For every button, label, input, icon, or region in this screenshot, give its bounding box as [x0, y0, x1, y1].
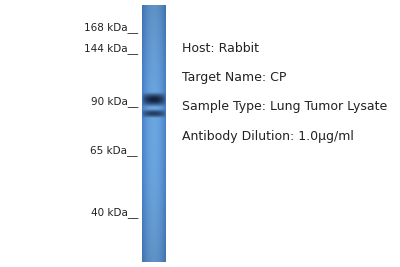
- Text: 65 kDa__: 65 kDa__: [90, 146, 138, 156]
- Text: 90 kDa__: 90 kDa__: [91, 96, 138, 107]
- Text: Antibody Dilution: 1.0μg/ml: Antibody Dilution: 1.0μg/ml: [182, 130, 354, 143]
- Text: 40 kDa__: 40 kDa__: [91, 207, 138, 218]
- Text: Sample Type: Lung Tumor Lysate: Sample Type: Lung Tumor Lysate: [182, 100, 387, 113]
- Text: 144 kDa__: 144 kDa__: [84, 43, 138, 53]
- Text: Host: Rabbit: Host: Rabbit: [182, 42, 259, 54]
- Text: 168 kDa__: 168 kDa__: [84, 23, 138, 33]
- Text: Target Name: CP: Target Name: CP: [182, 71, 286, 84]
